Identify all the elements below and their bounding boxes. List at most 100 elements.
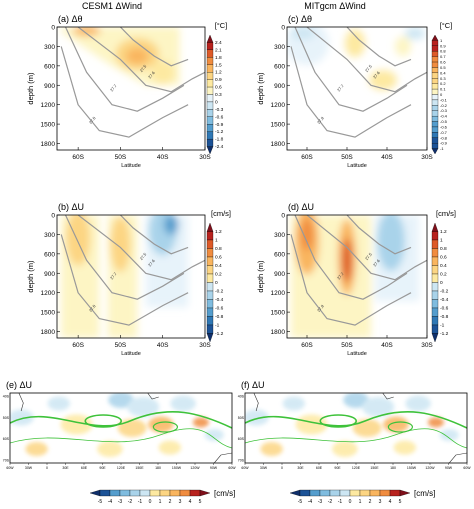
colorbar-swatch — [206, 79, 214, 88]
shade-warm-surface — [72, 27, 101, 36]
colorbar-tick-label: -0.2 — [440, 289, 449, 295]
density-contour — [64, 27, 185, 112]
map-contour — [245, 428, 467, 449]
colorbar: [°C] 2.42.1 1.81.5 1.20.9 0.60.30 -0.3-0.6 -0.… — [206, 21, 228, 155]
panel-e: (e) ΔU 40S 50S 60S 70S 60W 30W 0 30E 60E 90E 120E 15… — [3, 380, 237, 470]
colorbar-unit: [cm/s] — [414, 489, 435, 498]
density-contour — [77, 27, 205, 93]
lon-tick-label: 60E — [81, 466, 88, 470]
density-contour — [346, 27, 412, 67]
colorbar-swatch — [206, 57, 214, 65]
colorbar-tick-label: -1 — [440, 323, 445, 329]
map-anomaly-patch — [260, 442, 283, 456]
colorbar-swatch — [206, 324, 214, 334]
x-tick-label: 30S — [199, 342, 211, 349]
map-contour — [10, 411, 232, 429]
colorbar-swatch — [431, 290, 439, 300]
colorbar-swatch — [431, 282, 439, 292]
lon-tick-label: 180 — [155, 466, 161, 470]
colorbar-tick-label: -0.6 — [440, 306, 449, 312]
colorbar-tick-label: 0.6 — [215, 85, 222, 91]
lon-tick-label: 120W — [190, 466, 200, 470]
colorbar-tick-label: -0.9 — [215, 122, 224, 128]
colorbar-swatch — [206, 256, 214, 266]
lon-tick-label: 90E — [334, 466, 341, 470]
colorbar-tick-label: 4 — [389, 499, 392, 505]
colorbar-swatch — [431, 316, 439, 326]
density-contour — [119, 27, 189, 67]
contour-label: 27.6 — [147, 70, 156, 80]
colorbar-tick-label: 1 — [359, 499, 362, 505]
colorbar-swatch — [206, 124, 214, 132]
land-outline — [253, 393, 259, 412]
shading-blobs — [291, 215, 419, 338]
plot-frame — [286, 214, 428, 339]
lon-tick-label: 120E — [117, 466, 126, 470]
colorbar-swatch — [206, 299, 214, 309]
colorbar-swatch — [431, 78, 439, 84]
y-tick-label: 900 — [274, 271, 285, 278]
colorbar-tick-label: -1 — [338, 499, 343, 505]
density-contours — [60, 27, 205, 138]
colorbar-swatch — [349, 489, 361, 497]
density-contour — [60, 46, 189, 138]
colorbar-tick-label: 3 — [379, 499, 382, 505]
map-anomaly-patch — [405, 395, 431, 412]
colorbar-unit: [°C] — [215, 21, 228, 30]
lat-tick-label: 60S — [238, 437, 245, 441]
x-axis-label: Latitude — [347, 163, 367, 169]
x-tick-label: 50S — [341, 154, 353, 161]
lon-tick-label: 150E — [370, 466, 379, 470]
lat-tick-label: 40S — [3, 395, 10, 399]
colorbar-swatch — [431, 67, 439, 74]
colorbar-arrow — [89, 489, 101, 497]
colorbar-tick-label: -3 — [118, 499, 123, 505]
colorbar-swatch — [206, 109, 214, 117]
colorbar-swatch — [431, 324, 439, 334]
colorbar-swatch — [206, 94, 214, 103]
colorbar-tick-label: -1 — [138, 499, 143, 505]
colorbar-tick-label: 0.3 — [440, 76, 446, 81]
shade-cool-north — [405, 27, 425, 40]
shade-warm-core1 — [66, 215, 91, 266]
contour-label: 27.7 — [336, 271, 345, 281]
shading-blobs — [61, 27, 180, 86]
colorbar-swatch — [431, 137, 439, 144]
colorbar-tick-label: -0.2 — [215, 289, 224, 295]
density-contour — [64, 215, 185, 300]
colorbar-tick-label: 0.5 — [440, 65, 446, 70]
density-contour — [306, 215, 427, 281]
panel-label: (a) Δθ — [58, 14, 83, 24]
section-panels-top: 27.527.627.727.8030060090012001500180060… — [26, 14, 456, 357]
density-contour — [290, 46, 412, 138]
colorbar-tick-label: 0.6 — [440, 255, 447, 261]
plot-frame — [56, 26, 206, 151]
colorbar-swatch — [206, 101, 214, 110]
colorbar-swatch — [431, 273, 439, 283]
contour-label: 27.5 — [139, 63, 148, 73]
y-tick-label: 0 — [281, 25, 285, 32]
density-contour — [60, 234, 189, 326]
colorbar-swatch — [206, 290, 214, 300]
colorbar-swatch — [431, 94, 439, 101]
shade-warm-peak1 — [301, 218, 313, 251]
colorbar-swatch — [206, 273, 214, 283]
panel-label: (d) ΔU — [288, 202, 314, 212]
panel-label: (c) Δθ — [288, 14, 312, 24]
density-contours — [60, 215, 205, 326]
colorbar-tick-label: -1.8 — [215, 137, 224, 143]
colorbar-swatch — [431, 83, 439, 90]
colorbar-tick-label: 4 — [189, 499, 192, 505]
x-tick-label: 50S — [115, 154, 127, 161]
lon-tick-label: 150W — [407, 466, 417, 470]
map-anomaly-patch — [393, 440, 417, 455]
x-axis-label: Latitude — [347, 351, 367, 357]
colorbar-swatch — [339, 489, 351, 497]
colorbar-swatch — [119, 489, 131, 497]
contour-label: 27.8 — [316, 115, 325, 125]
map-anomaly-patch — [295, 414, 328, 435]
colorbar-swatch — [109, 489, 121, 497]
colorbar-tick-label: 0.2 — [440, 272, 447, 278]
y-tick-label: 1200 — [41, 102, 56, 109]
colorbar: [cm/s] 1.2 1 0.8 0.6 0.4 0.2 0 -0.2 -0.4 -0.6 -0.8 -… — [206, 209, 231, 343]
